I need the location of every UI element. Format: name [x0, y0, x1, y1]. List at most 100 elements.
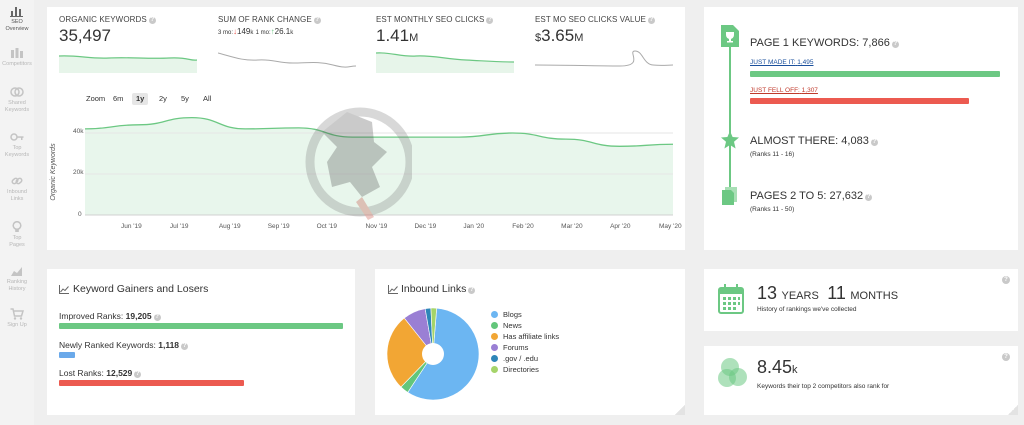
x-tick: Jun '19 — [121, 223, 142, 230]
star-icon — [721, 131, 739, 149]
zoom-2y-button[interactable]: 2y — [159, 94, 167, 103]
watermark-logo — [305, 107, 412, 220]
sidebar-item-ranking-history[interactable]: Ranking History — [0, 265, 34, 292]
help-icon[interactable]: ? — [134, 371, 142, 378]
sidebar-item-label: Links — [10, 195, 24, 202]
sidebar-item-label: Top — [12, 145, 22, 151]
help-icon[interactable]: ? — [486, 17, 494, 24]
x-tick: Aug '19 — [218, 223, 241, 230]
x-tick: Oct '19 — [316, 223, 338, 230]
help-icon[interactable]: ? — [181, 343, 189, 350]
x-tick: Sep '19 — [267, 223, 290, 230]
just-made-it-link[interactable]: JUST MADE IT: 1,495 — [750, 59, 814, 66]
pages-2-5-title: PAGES 2 TO 5: 27,632? — [750, 190, 873, 202]
almost-there-title: ALMOST THERE: 4,083? — [750, 135, 878, 147]
line-chart-icon — [388, 285, 398, 294]
legend-item-news[interactable]: News — [491, 321, 522, 330]
sidebar-item-inbound-links[interactable]: Inbound Links — [0, 175, 34, 202]
sidebar-item-label: Keywords — [4, 106, 30, 113]
almost-there-sub: (Ranks 11 - 16) — [750, 151, 795, 158]
chart-series-line — [85, 116, 673, 147]
calendar-icon — [718, 284, 744, 314]
inbound-links-pie — [386, 307, 480, 401]
clicks-value-sparkline — [535, 50, 673, 67]
zoom-6m-button[interactable]: 6m — [113, 94, 124, 103]
shared-icon — [10, 87, 24, 97]
zoom-all-button[interactable]: All — [203, 94, 212, 103]
sidebar-item-top-pages[interactable]: Top Pages — [0, 221, 34, 248]
just-fell-off-link[interactable]: JUST FELL OFF: 1,307 — [750, 87, 818, 94]
legend-dot — [491, 355, 498, 362]
organic-keywords-sparkline — [59, 55, 197, 73]
sidebar-item-seo-overview[interactable]: SEO Overview — [0, 5, 34, 32]
sidebar-item-shared-keywords[interactable]: Shared Keywords — [0, 86, 34, 113]
help-icon[interactable]: ? — [865, 194, 873, 201]
x-tick: Mar '20 — [561, 223, 583, 230]
pie-slice[interactable] — [386, 317, 434, 388]
pie-slice[interactable] — [430, 307, 437, 355]
legend-item-directories[interactable]: Directories — [491, 365, 539, 374]
cart-icon — [10, 308, 24, 320]
help-icon[interactable]: ? — [148, 17, 156, 24]
sidebar-item-label: Top — [12, 235, 22, 241]
zoom-label: Zoom — [86, 94, 106, 103]
sidebar-item-competitors[interactable]: Competitors — [0, 47, 34, 68]
help-icon[interactable]: ? — [153, 314, 161, 321]
rank-change-values: 3 mo:↓149k 1 mo:↑26.1k — [218, 27, 294, 36]
sidebar-item-top-keywords[interactable]: Top Keywords — [0, 131, 34, 158]
y-tick: 0 — [78, 211, 82, 218]
overview-card: ORGANIC KEYWORDS? 35,497 SUM OF RANK CHA… — [47, 7, 685, 250]
x-tick: Jan '20 — [463, 223, 485, 230]
help-icon[interactable]: ? — [1002, 353, 1010, 361]
sidebar-item-label: SEO — [11, 19, 23, 25]
organic-keywords-label: ORGANIC KEYWORDS? — [59, 15, 156, 24]
sidebar-item-sign-up[interactable]: Sign Up — [0, 308, 34, 329]
sidebar-item-label: Ranking — [6, 279, 28, 285]
help-icon[interactable]: ? — [1002, 276, 1010, 284]
clicks-value-value: $3.65M — [535, 26, 584, 45]
history-years-card: 13 YEARS 11 MONTHS History of rankings w… — [704, 269, 1018, 331]
rank-change-label: SUM OF RANK CHANGE? — [218, 15, 321, 24]
x-tick: May '20 — [659, 223, 682, 230]
legend-item-affiliate[interactable]: Has affiliate links — [491, 332, 559, 341]
zoom-1y-button[interactable]: 1y — [132, 93, 149, 105]
page1-keywords-title: PAGE 1 KEYWORDS: 7,866? — [750, 37, 899, 49]
chart-y-axis-label: Organic Keywords — [50, 143, 57, 201]
gainers-losers-title: Keyword Gainers and Losers — [73, 283, 209, 295]
organic-keywords-value: 35,497 — [59, 26, 111, 45]
card-fold — [1008, 405, 1018, 415]
help-icon[interactable]: ? — [891, 41, 899, 48]
zoom-5y-button[interactable]: 5y — [181, 94, 189, 103]
legend-dot — [491, 322, 498, 329]
legend-dot — [491, 344, 498, 351]
x-tick: Dec '19 — [414, 223, 437, 230]
lightbulb-icon — [12, 221, 22, 232]
history-icon — [11, 267, 22, 276]
key-icon — [10, 133, 24, 141]
help-icon[interactable]: ? — [313, 17, 321, 24]
sidebar-item-label: Pages — [9, 241, 25, 248]
x-tick: Jul '19 — [169, 223, 189, 230]
legend-item-forums[interactable]: Forums — [491, 343, 528, 352]
organic-keywords-chart — [85, 116, 673, 216]
legend-dot — [491, 333, 498, 340]
newly-ranked-bar — [59, 352, 75, 358]
link-icon — [11, 177, 23, 185]
legend-dot — [491, 311, 498, 318]
y-tick: 40k — [73, 128, 84, 135]
legend-item-gov-edu[interactable]: .gov / .edu — [491, 354, 538, 363]
help-icon[interactable]: ? — [870, 139, 878, 146]
history-years-value: 13 YEARS 11 MONTHS — [757, 283, 899, 303]
competitors-sub: Keywords their top 2 competitors also ra… — [757, 383, 890, 390]
help-icon[interactable]: ? — [468, 287, 476, 294]
sidebar-item-label: Keywords — [4, 151, 30, 158]
line-chart-icon — [59, 285, 69, 294]
trophy-icon — [721, 25, 739, 47]
bar-chart-icon — [10, 7, 23, 17]
history-years-sub: History of rankings we've collected — [757, 306, 857, 313]
just-fell-off-bar — [750, 98, 969, 104]
venn-icon — [718, 358, 747, 387]
chart-area — [85, 117, 673, 215]
help-icon[interactable]: ? — [647, 17, 655, 24]
legend-item-blogs[interactable]: Blogs — [491, 310, 522, 319]
